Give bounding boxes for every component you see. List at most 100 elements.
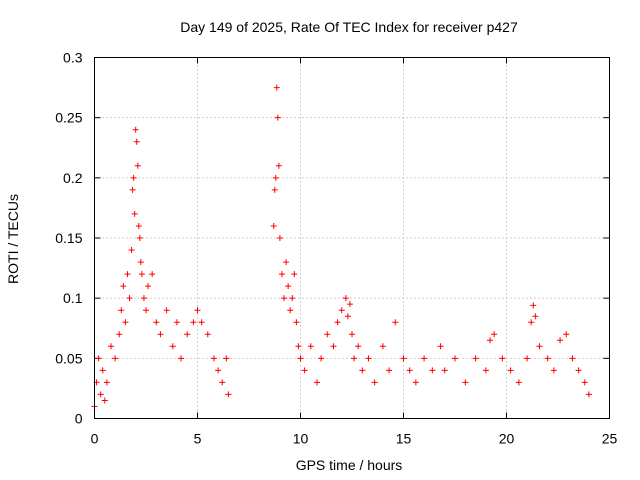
y-axis-label: ROTI / TECUs: [5, 194, 21, 284]
data-point: [550, 367, 557, 374]
data-point: [297, 355, 304, 362]
data-point: [274, 114, 281, 121]
data-point: [272, 174, 279, 181]
ticks: [94, 57, 610, 419]
y-tick-label: 0.15: [55, 230, 82, 246]
data-point: [97, 391, 104, 398]
data-point: [210, 355, 217, 362]
data-point: [107, 343, 114, 350]
data-point: [270, 222, 277, 229]
data-point: [557, 337, 564, 344]
data-point: [392, 319, 399, 326]
data-point: [124, 271, 131, 278]
data-point: [281, 295, 288, 302]
data-point: [118, 307, 125, 314]
data-point: [307, 343, 314, 350]
y-tick-label: 0: [75, 411, 83, 427]
x-tick-label: 5: [194, 431, 202, 447]
data-point: [129, 186, 136, 193]
data-point: [295, 343, 302, 350]
data-point: [365, 355, 372, 362]
data-point: [536, 343, 543, 350]
x-tick-label: 25: [602, 431, 618, 447]
data-point: [287, 307, 294, 314]
data-point: [291, 271, 298, 278]
plot-frame: [94, 57, 610, 419]
data-point: [145, 283, 152, 290]
data-point: [338, 307, 345, 314]
data-point: [157, 331, 164, 338]
data-point: [134, 162, 141, 169]
data-point: [285, 283, 292, 290]
data-point: [149, 271, 156, 278]
data-point: [276, 235, 283, 241]
data-point: [143, 307, 149, 314]
data-point: [581, 379, 588, 386]
data-point: [116, 331, 123, 338]
data-point: [318, 355, 325, 362]
data-point: [528, 319, 535, 326]
data-point: [112, 355, 119, 362]
y-tick-label: 0.3: [63, 50, 83, 66]
data-point: [532, 313, 539, 320]
data-point: [137, 259, 144, 266]
data-point: [344, 313, 351, 320]
data-point: [163, 307, 170, 314]
y-tick-label: 0.1: [63, 290, 83, 306]
data-point: [351, 355, 358, 362]
data-point: [349, 331, 355, 338]
data-point: [313, 379, 320, 386]
data-point: [140, 295, 147, 302]
data-point: [330, 343, 337, 350]
data-point: [359, 367, 366, 374]
data-point: [153, 319, 160, 326]
x-tick-label: 0: [91, 431, 99, 447]
data-point: [283, 259, 290, 266]
y-tick-label: 0.2: [63, 170, 83, 186]
data-point: [204, 331, 211, 338]
data-point: [130, 174, 137, 181]
x-tick-label: 15: [396, 431, 412, 447]
data-point: [120, 283, 127, 290]
data-point: [499, 355, 506, 362]
data-point: [275, 162, 282, 169]
data-point: [400, 355, 407, 362]
data-point: [515, 379, 522, 386]
data-point: [585, 391, 592, 398]
data-point: [101, 397, 108, 404]
x-axis-label: GPS time / hours: [296, 457, 403, 473]
data-point: [135, 222, 142, 229]
data-point: [128, 247, 135, 254]
data-point: [563, 331, 570, 338]
data-point: [379, 343, 386, 350]
data-point: [437, 343, 444, 350]
x-tick-label: 20: [499, 431, 515, 447]
data-point: [223, 355, 230, 362]
data-point: [507, 367, 514, 374]
data-point: [99, 367, 106, 374]
data-point: [421, 355, 428, 362]
data-points: [91, 84, 592, 410]
data-point: [219, 379, 226, 386]
data-point: [190, 319, 197, 326]
data-point: [173, 319, 180, 326]
data-point: [133, 138, 140, 145]
data-point: [301, 367, 308, 374]
data-point: [103, 379, 110, 386]
tick-labels: 0 5 10 15 20 25 0 0.05 0.1 0.15 0.2 0.25 0.3: [55, 50, 617, 447]
data-point: [342, 295, 349, 302]
data-point: [184, 331, 191, 338]
data-point: [293, 319, 300, 326]
data-point: [406, 367, 413, 374]
data-point: [324, 331, 331, 338]
data-point: [441, 367, 448, 374]
data-point: [126, 295, 133, 302]
data-point: [138, 271, 145, 278]
chart-title: Day 149 of 2025, Rate Of TEC Index for r…: [180, 19, 518, 35]
data-point: [178, 355, 185, 362]
data-point: [136, 235, 143, 241]
data-point: [346, 301, 353, 308]
y-tick-label: 0.25: [55, 110, 82, 126]
data-point: [530, 302, 537, 309]
